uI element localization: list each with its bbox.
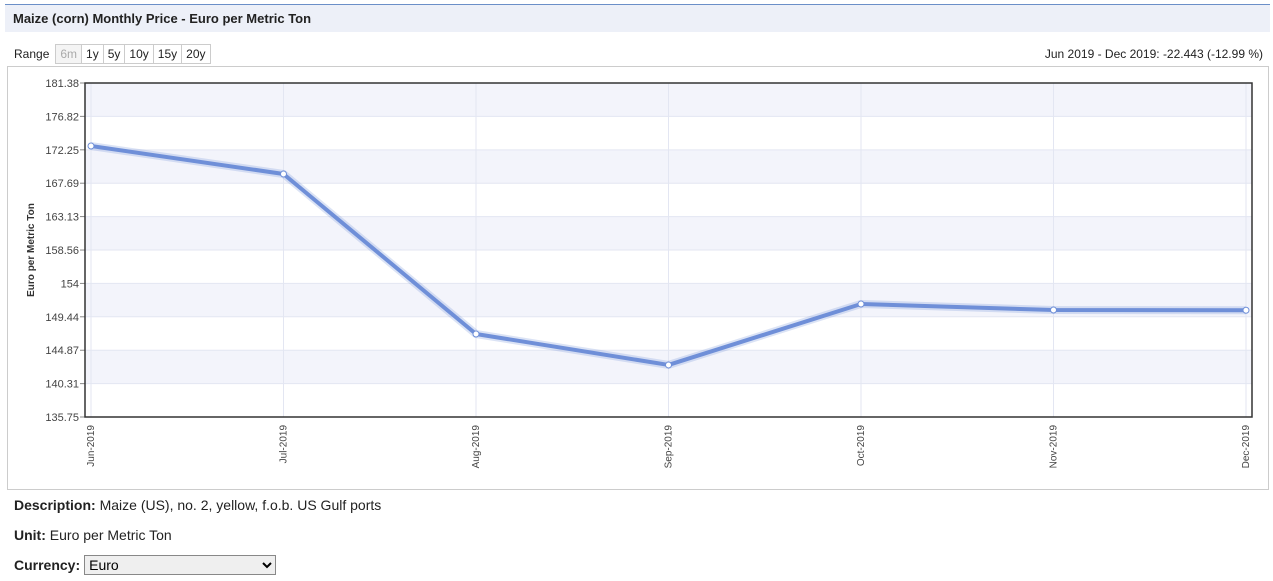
x-tick-label: Nov-2019	[1049, 425, 1060, 469]
y-axis-label: Euro per Metric Ton	[26, 203, 37, 297]
description-text: Maize (US), no. 2, yellow, f.o.b. US Gul…	[99, 497, 382, 513]
y-tick-label: 181.38	[45, 78, 79, 90]
point	[472, 330, 480, 338]
range-label: Range	[14, 47, 50, 61]
description-label: Description:	[14, 497, 96, 513]
x-tick-label: Jun-2019	[86, 425, 97, 467]
y-tick-label: 144.87	[45, 345, 79, 357]
point	[857, 300, 865, 308]
chart: 135.75 140.31 144.87 149.44 154 158.56 163.13 1…	[26, 78, 1253, 469]
point	[87, 142, 95, 150]
y-tick-label: 176.82	[45, 111, 79, 123]
currency-select[interactable]: Euro	[84, 555, 277, 575]
y-tick-label: 154	[61, 278, 79, 290]
title-bar: Maize (corn) Monthly Price - Euro per Me…	[5, 4, 1270, 32]
unit-label: Unit:	[14, 527, 46, 543]
y-tick-label: 172.25	[45, 145, 79, 157]
range-selector: Range 6m 1y 5y 10y 15y 20y	[14, 44, 211, 64]
point	[1242, 306, 1250, 314]
chart-frame	[7, 66, 1269, 490]
y-tick-label: 163.13	[45, 212, 79, 224]
x-tick-label: Oct-2019	[856, 425, 867, 467]
description: Description: Maize (US), no. 2, yellow, …	[14, 497, 381, 513]
page-title: Maize (corn) Monthly Price - Euro per Me…	[13, 11, 312, 26]
currency: Currency: Euro	[14, 555, 277, 575]
range-button[interactable]: 15y	[152, 44, 183, 64]
x-tick-label: Dec-2019	[1241, 425, 1252, 469]
y-tick-label: 158.56	[45, 245, 79, 257]
y-tick-label: 149.44	[45, 312, 79, 324]
point	[665, 361, 672, 369]
change-summary: Jun 2019 - Dec 2019: -22.443 (-12.99 %)	[1044, 47, 1263, 61]
unit-text: Euro per Metric Ton	[49, 527, 172, 543]
point	[1050, 306, 1057, 314]
range-button[interactable]: 6m	[55, 44, 83, 64]
x-tick-label: Sep-2019	[664, 425, 675, 469]
y-tick-label: 135.75	[45, 412, 79, 424]
point	[280, 170, 287, 178]
unit: Unit: Euro per Metric Ton	[14, 527, 172, 543]
y-tick-label: 140.31	[45, 379, 79, 391]
plot-border	[84, 82, 1253, 418]
range-button[interactable]: 20y	[181, 44, 211, 64]
x-tick-label: Aug-2019	[471, 425, 482, 469]
currency-label: Currency:	[14, 557, 81, 573]
x-tick-label: Jul-2019	[279, 425, 290, 464]
y-tick-label: 167.69	[45, 178, 79, 190]
